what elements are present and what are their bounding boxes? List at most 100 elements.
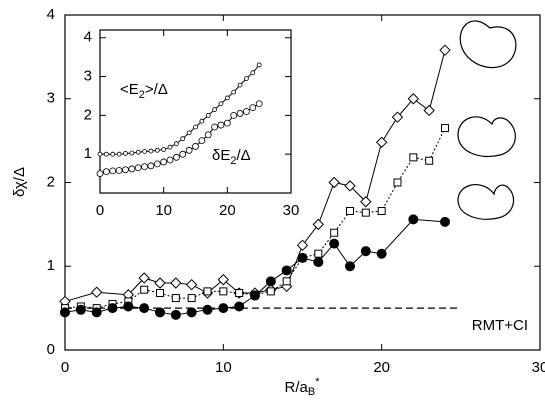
shape-icon [459,20,517,69]
circle-marker [139,303,150,314]
diamond-marker [328,176,340,189]
diamond-marker [439,44,451,56]
circle-marker [155,307,165,318]
circle-marker [91,307,102,318]
circle-marker [199,118,205,124]
square-marker [409,153,418,162]
square-marker [266,287,275,296]
x-tick-label: 30 [532,359,545,376]
circle-marker [250,290,260,301]
square-marker [377,206,386,215]
circle-marker [115,167,123,174]
circle-marker [243,108,250,115]
square-marker [393,178,402,187]
circle-marker [408,214,419,225]
circle-marker [154,147,160,153]
diamond-marker [296,239,309,252]
circle-marker [116,151,122,157]
circle-marker [218,303,229,314]
circle-marker [230,111,238,119]
square-marker [282,277,291,286]
circle-marker [244,76,249,81]
diamond-marker [360,196,372,208]
circle-marker [60,307,70,318]
shape-icon [457,116,516,157]
circle-marker [345,261,355,272]
circle-marker [123,151,128,156]
annotation: δE2/Δ [212,147,251,167]
diamond-marker [312,218,325,231]
circle-marker [129,150,135,156]
x-tick-label: 10 [155,202,172,219]
x-axis-label-base: R/a [285,379,309,396]
diamond-marker [375,136,388,149]
square-marker [203,287,212,296]
circle-marker [135,149,141,155]
circle-marker [297,252,308,263]
diamond-marker [90,286,103,298]
circle-marker [281,265,292,276]
circle-marker [141,163,148,171]
circle-marker [234,301,245,312]
y-tick-label: 3 [47,90,55,107]
circle-marker [179,150,187,158]
circle-marker [107,303,118,314]
x-tick-label: 10 [215,359,232,376]
circle-marker [122,166,129,174]
circle-marker [205,112,211,118]
circle-marker [123,301,134,312]
circle-marker [153,160,161,168]
x-axis-label-sup: * [315,376,320,388]
x-axis-label-sub: B [308,386,315,398]
circle-marker [185,146,193,154]
circle-marker [211,123,219,131]
circle-marker [148,148,154,154]
circle-marker [166,156,174,164]
x-tick-label: 0 [96,202,104,219]
circle-marker [170,309,181,320]
y-tick-label: 1 [47,257,55,274]
x-tick-label: 0 [61,359,69,376]
circle-marker [256,62,262,68]
circle-marker [265,276,276,287]
square-marker [140,285,149,294]
circle-marker [218,101,224,107]
annotation-text: >/Δ [145,81,168,98]
square-marker [156,289,164,298]
circle-marker [172,153,180,161]
circle-marker [329,238,340,249]
circle-marker [193,124,198,130]
diamond-marker [170,277,182,289]
circle-marker [173,141,179,147]
y-axis-label: δχ/Δ [11,167,28,197]
y-tick-label: 4 [84,29,92,46]
circle-marker [250,70,256,76]
annotation-text: δE [212,147,230,164]
y-tick-label: 2 [84,106,92,123]
circle-marker [186,307,197,318]
circle-marker [376,248,387,259]
annotation-sub: 2 [230,155,236,167]
annotation: <E2>/Δ [120,81,168,101]
y-tick-label: 1 [84,145,92,162]
circle-marker [142,149,147,154]
x-axis-label: R/aB* [285,376,321,398]
circle-marker [180,136,186,142]
square-marker [346,206,354,215]
diamond-marker [407,93,420,105]
circle-marker [236,110,244,117]
x-tick-label: 20 [373,359,390,376]
square-marker [314,249,323,258]
square-marker [235,289,244,298]
circle-marker [360,246,371,257]
circle-marker [97,151,103,157]
square-marker [425,156,434,165]
circle-marker [440,216,450,227]
circle-marker [109,167,117,175]
diamond-marker [391,111,404,123]
annotation-text: <E [120,81,139,98]
diamond-marker [185,278,198,291]
circle-marker [161,147,167,152]
